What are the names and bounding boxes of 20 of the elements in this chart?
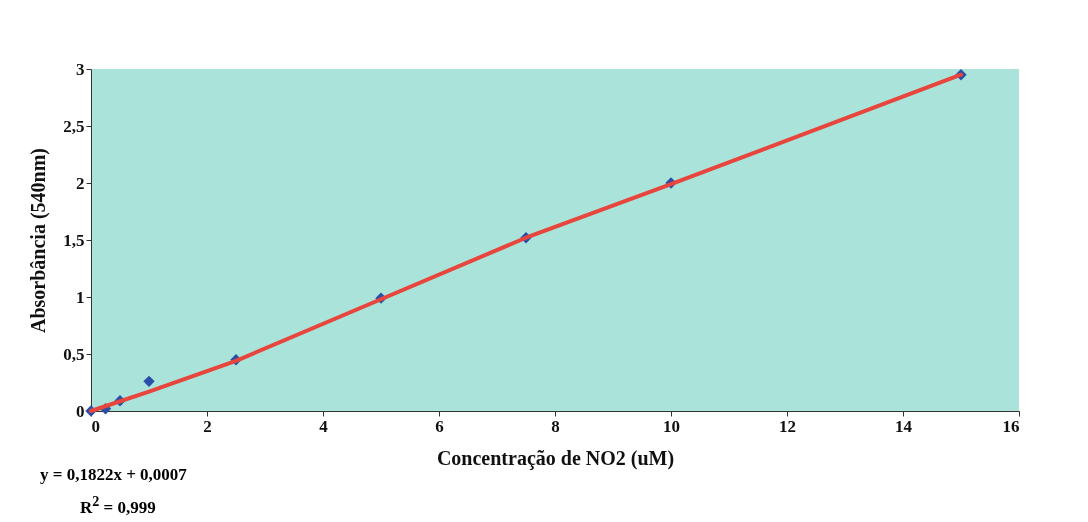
x-axis-title: Concentração de NO2 (uM) bbox=[436, 446, 675, 470]
x-tick-label: 14 bbox=[895, 416, 913, 436]
text: y = 0,1822x + 0,0007 bbox=[40, 464, 187, 486]
y-tick-label: 0 bbox=[76, 401, 85, 421]
x-tick-label: 12 bbox=[779, 416, 796, 436]
x-tick-label: 8 bbox=[551, 416, 560, 436]
x-tick-label: 2 bbox=[203, 416, 212, 436]
y-tick-label: 1,5 bbox=[63, 230, 85, 250]
x-tick-label: 6 bbox=[435, 416, 444, 436]
text: R$^{2}$ = 0,999 bbox=[79, 492, 157, 519]
x-tick-label: 0 bbox=[91, 416, 100, 436]
y-tick-label: 2,5 bbox=[63, 116, 85, 136]
y-tick-label: 3 bbox=[76, 59, 85, 79]
y-axis-title: Absorbância (540nm) bbox=[27, 147, 51, 334]
x-tick-label: 10 bbox=[663, 416, 680, 436]
x-tick-label: 4 bbox=[319, 416, 329, 436]
x-tick-label: 16 bbox=[1002, 416, 1020, 436]
y-tick-label: 0,5 bbox=[63, 344, 85, 364]
y-tick-label: 1 bbox=[76, 287, 85, 307]
y-tick-label: 2 bbox=[76, 173, 85, 193]
